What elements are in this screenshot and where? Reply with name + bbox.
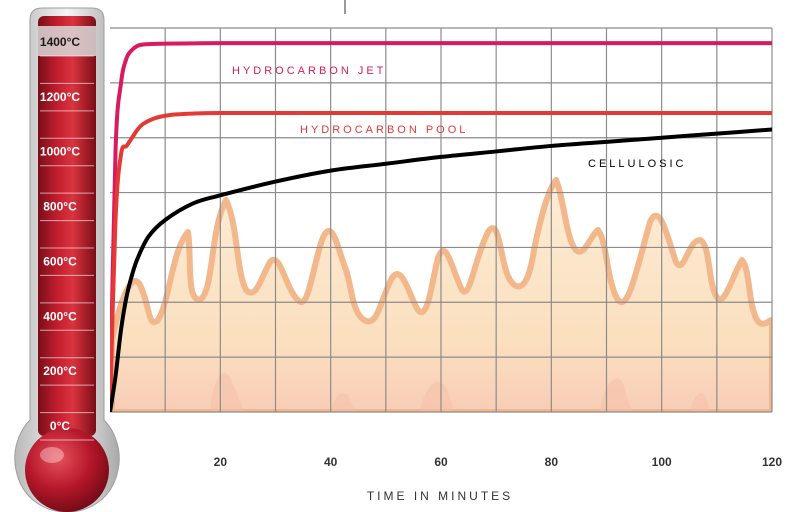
y-tick-labels: 0°C 200°C 400°C 600°C 800°C 1000°C 1200°C 1400°… [40, 35, 80, 433]
y-tick-label: 800°C [43, 200, 77, 214]
series-label-hydrocarbon-jet: HYDROCARBON JET [232, 65, 386, 77]
thermometer-top-cap [38, 26, 96, 56]
thermometer-scale-lines [40, 55, 94, 441]
x-axis-title: TIME IN MINUTES [367, 489, 513, 503]
thermometer [14, 7, 120, 512]
flames-decoration [110, 177, 772, 412]
series-line-hydrocarbon-pool [110, 110, 772, 412]
series-line-hydrocarbon-jet [110, 41, 772, 412]
y-tick-label: 1000°C [40, 145, 80, 159]
x-tick-label: 120 [762, 455, 782, 469]
y-tick-label: 600°C [43, 254, 77, 268]
y-tick-label: 1400°C [40, 35, 80, 49]
x-tick-label: 40 [324, 455, 338, 469]
thermometer-tube [38, 16, 96, 436]
x-tick-label: 20 [214, 455, 228, 469]
x-tick-label: 60 [434, 455, 448, 469]
y-tick-label: 0°C [50, 419, 70, 433]
series-label-hydrocarbon-pool: HYDROCARBON POOL [300, 124, 468, 136]
flame-shape [110, 177, 772, 412]
y-tick-label: 400°C [43, 309, 77, 323]
bulb-highlight [40, 447, 64, 463]
y-tick-label: 1200°C [40, 90, 80, 104]
x-tick-label: 100 [652, 455, 672, 469]
x-tick-labels: 20 40 60 80 100 120 [214, 455, 783, 469]
series-lines [110, 41, 772, 412]
series-label-cellulosic: CELLULOSIC [588, 158, 686, 170]
series-line-cellulosic [110, 127, 772, 412]
thermometer-bulb [25, 428, 109, 512]
grid [110, 27, 773, 413]
flame-inner-shape [210, 372, 710, 412]
x-tick-label: 80 [545, 455, 559, 469]
y-tick-label: 200°C [43, 364, 77, 378]
